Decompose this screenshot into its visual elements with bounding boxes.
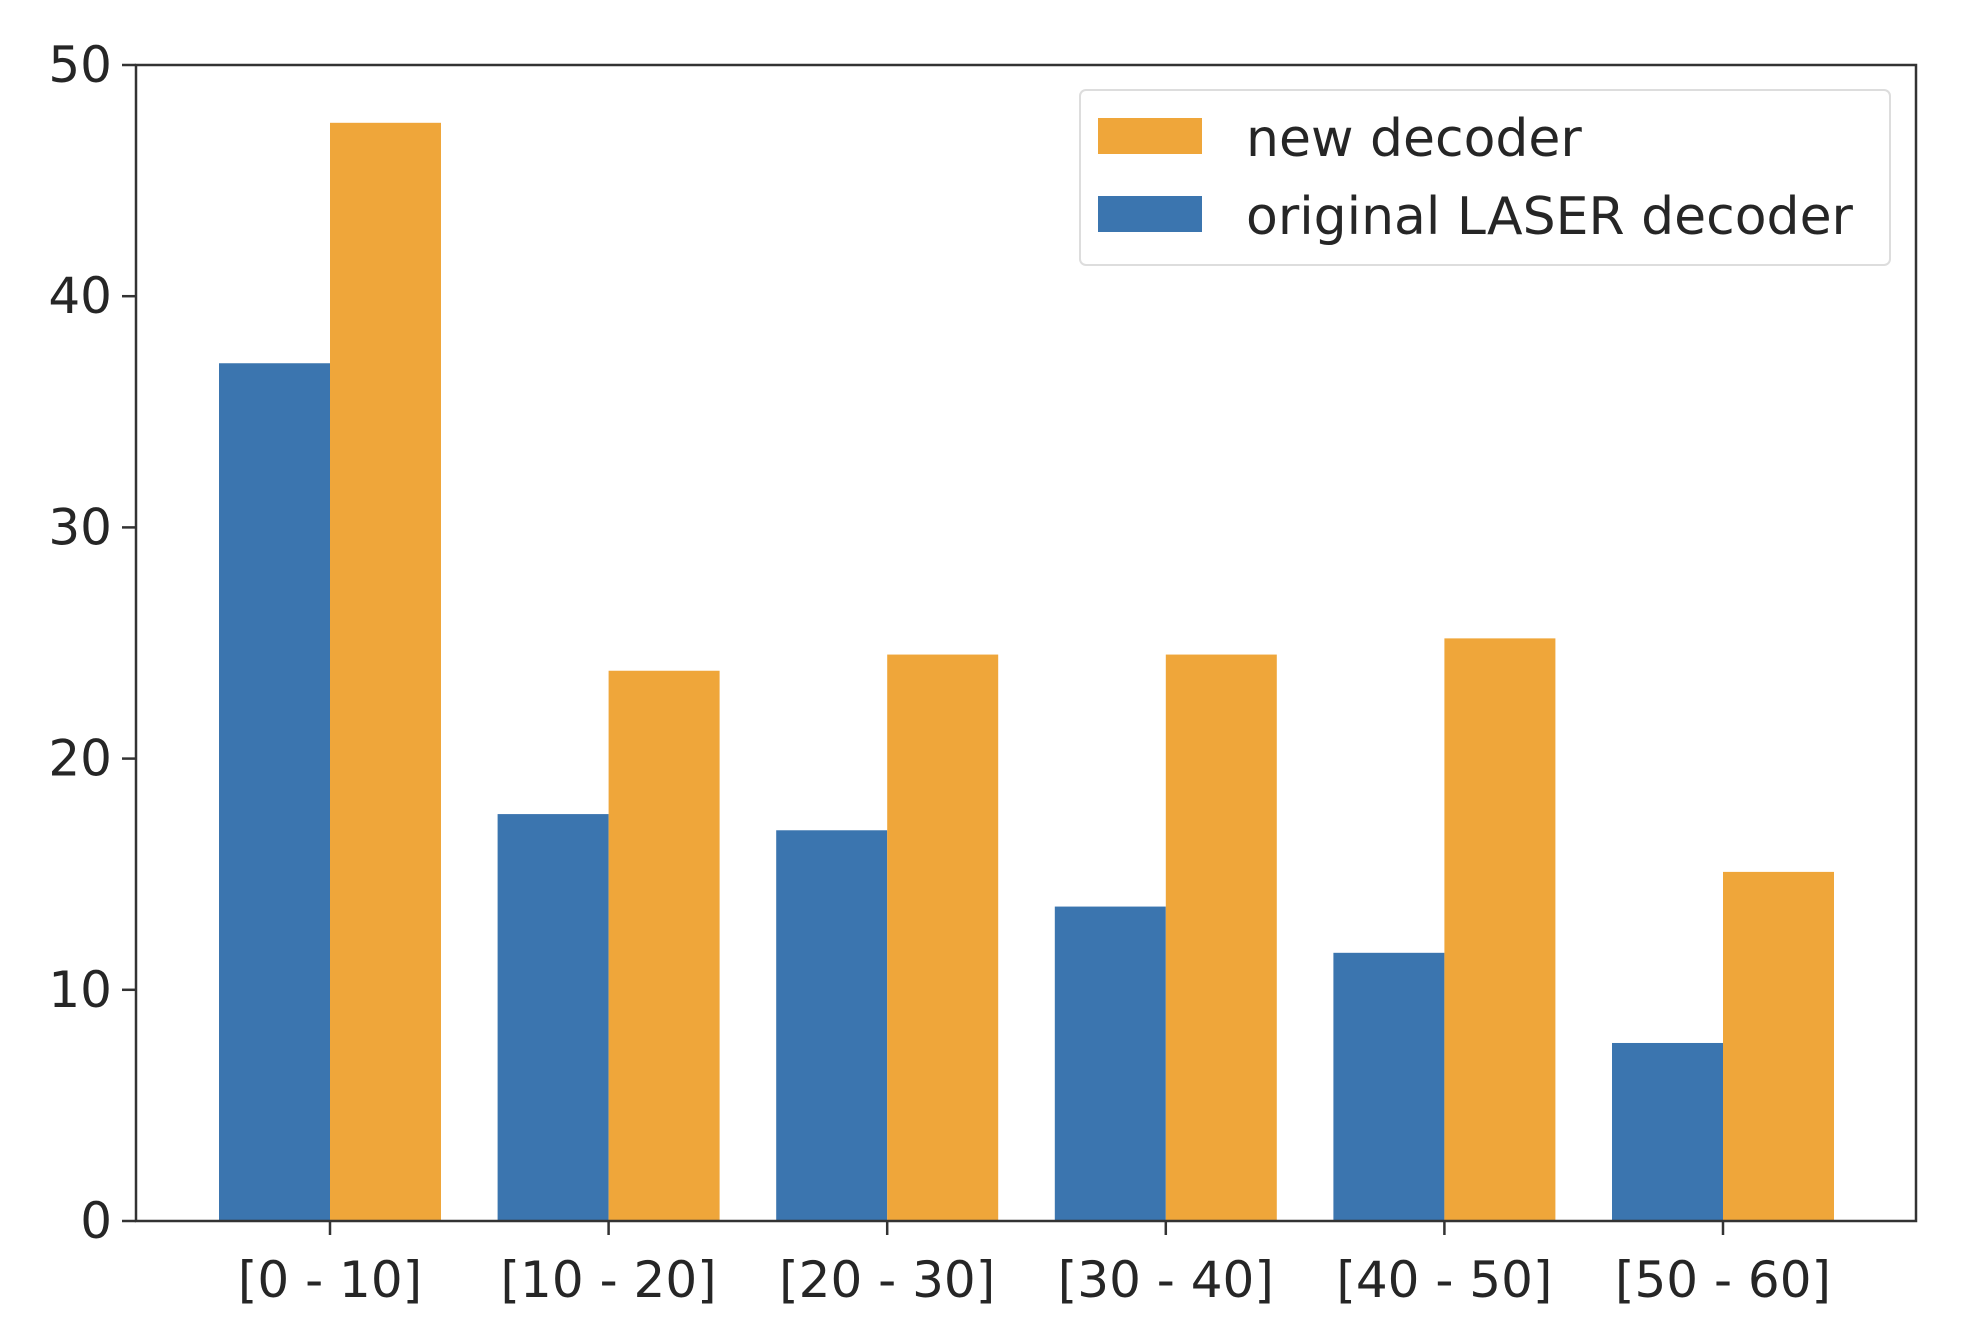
x-tick-label-3: [30 - 40]	[1058, 1251, 1274, 1309]
bar-original-laser-decoder-3	[1054, 906, 1166, 1221]
bar-new-decoder-5	[1723, 871, 1834, 1221]
bar-original-laser-decoder-5	[1612, 1042, 1723, 1221]
legend: new decoder original LASER decoder	[1079, 89, 1891, 266]
y-tick-label-4: 40	[48, 267, 112, 325]
bar-original-laser-decoder-2	[776, 830, 888, 1221]
legend-swatch-new-decoder	[1098, 118, 1202, 154]
bar-new-decoder-3	[1165, 654, 1277, 1221]
legend-frame	[1079, 89, 1891, 266]
x-tick-label-4: [40 - 50]	[1336, 1251, 1552, 1309]
legend-swatch-original-laser-decoder	[1098, 196, 1202, 232]
x-tick-label-0: [0 - 10]	[238, 1251, 422, 1309]
y-axis: 0 10 20 30 40 50	[48, 36, 136, 1250]
bar-new-decoder-4	[1444, 638, 1556, 1221]
y-tick-label-5: 50	[48, 36, 112, 94]
bar-original-laser-decoder-0	[219, 363, 330, 1221]
plot-frame	[134, 63, 1918, 1223]
y-tick-label-2: 20	[48, 730, 112, 788]
legend-label-new-decoder: new decoder	[1246, 109, 1582, 169]
bar-original-laser-decoder-1	[497, 814, 609, 1221]
bars-layer	[219, 122, 1834, 1221]
x-tick-label-1: [10 - 20]	[501, 1251, 717, 1309]
bar-original-laser-decoder-4	[1333, 952, 1445, 1221]
bar-new-decoder-0	[330, 122, 441, 1221]
bar-new-decoder-2	[887, 654, 999, 1221]
y-tick-label-1: 10	[48, 961, 112, 1019]
bar-new-decoder-1	[608, 670, 720, 1221]
x-tick-label-2: [20 - 30]	[779, 1251, 995, 1309]
y-tick-label-0: 0	[80, 1192, 112, 1250]
y-tick-label-3: 30	[48, 498, 112, 556]
legend-label-original-laser-decoder: original LASER decoder	[1246, 187, 1854, 247]
x-tick-label-5: [50 - 60]	[1615, 1251, 1831, 1309]
x-axis: [0 - 10] [10 - 20] [20 - 30] [30 - 40] [40 -…	[238, 1221, 1831, 1309]
